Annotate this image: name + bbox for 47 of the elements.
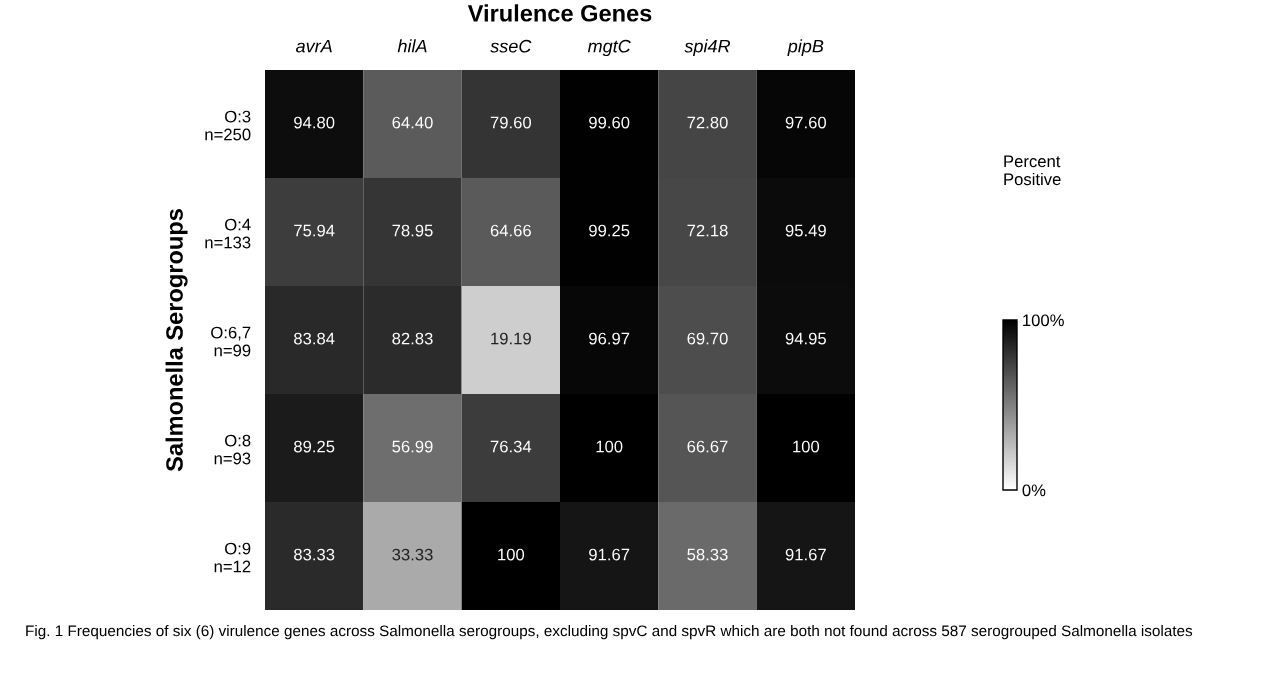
data-label: 83.33 [294,548,335,561]
x-tick-label: spi4R [684,39,731,57]
data-label: 94.80 [294,116,335,129]
data-label: 89.25 [294,440,335,453]
data-label: 76.34 [490,440,532,453]
x-tick-label: mgtC [587,39,631,57]
data-label: 58.33 [687,548,728,561]
x-tick-label: pipB [787,39,824,57]
data-label: 82.83 [392,332,433,345]
data-label: 79.60 [490,116,532,129]
data-label: 64.40 [392,116,433,129]
data-label: 99.25 [589,224,630,237]
data-label: 33.33 [392,548,433,561]
x-tick-label: hilA [397,39,427,53]
data-label: 72.80 [687,116,728,129]
data-label: 64.66 [490,224,531,237]
y-axis-title: Salmonella Serogroups [165,209,188,472]
color-bar-title: Percent Positive [1004,155,1061,186]
data-label: 72.18 [687,224,728,237]
data-label: 94.95 [785,332,826,345]
data-label: 78.95 [392,224,433,237]
data-label: 100 [596,440,623,453]
y-tick-label: O:9 n=12 [214,542,251,573]
data-label: 100 [793,440,820,453]
data-label: 100 [498,548,525,561]
chart-title: Virulence Genes [467,4,652,22]
data-label: 99.60 [589,116,630,129]
data-label: 91.67 [589,548,630,561]
data-label: 66.67 [687,440,728,453]
y-tick-label: O:3 n=250 [205,110,251,141]
y-tick-label: O:4 n=133 [205,218,251,249]
data-label: 75.94 [294,224,335,237]
color-bar-label: 100% [1023,314,1064,327]
y-tick-label: O:8 n=93 [214,434,251,465]
x-tick-label: sseC [490,39,532,53]
data-label: 56.99 [392,440,433,453]
y-tick-label: O:6,7 n=99 [211,326,251,357]
data-label: 91.67 [785,548,826,561]
caption: Fig. 1 Frequencies of six (6) virulence genes across Salmonella serogroups, excluding spvC and spvR which are both not found across 587 serogrouped Salmonella isolates [26,625,1193,640]
data-label: 95.49 [785,224,826,237]
color-bar-label: 0% [1022,484,1046,497]
data-label: 69.70 [687,332,728,345]
data-label: 96.97 [589,332,630,345]
data-label: 19.19 [491,332,531,345]
data-label: 83.84 [294,332,335,345]
x-tick-label: avrA [296,39,332,53]
data-label: 97.60 [785,116,827,129]
